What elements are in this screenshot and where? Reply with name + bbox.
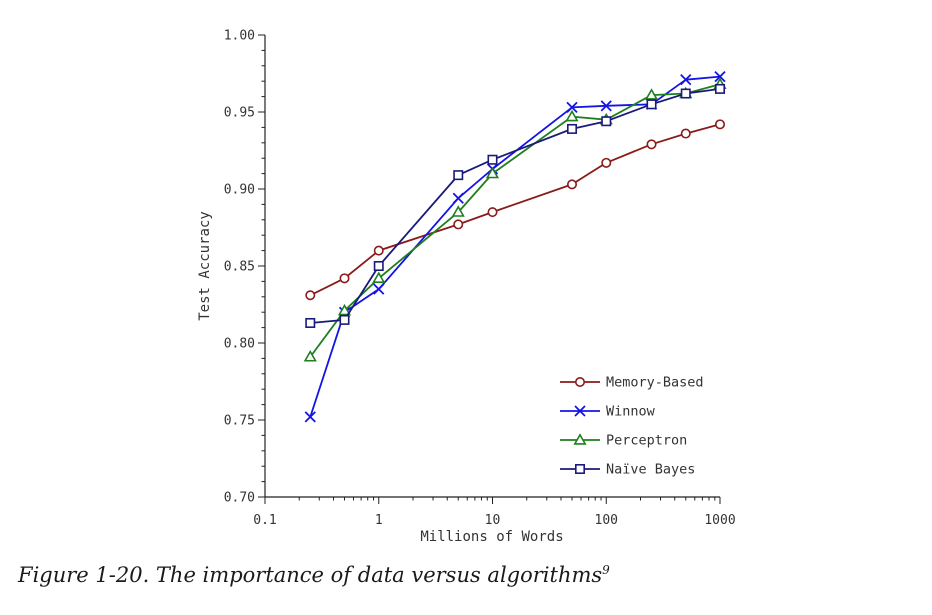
data-point bbox=[680, 74, 692, 86]
series-winnow bbox=[304, 70, 726, 423]
legend-marker bbox=[573, 433, 587, 445]
data-point bbox=[680, 88, 691, 99]
data-point bbox=[680, 128, 691, 139]
data-point bbox=[646, 139, 657, 150]
legend-label: Winnow bbox=[606, 404, 656, 420]
marker-stroke bbox=[714, 70, 726, 83]
data-point bbox=[339, 273, 350, 284]
y-tick-label: 0.70 bbox=[224, 491, 255, 506]
data-point bbox=[337, 303, 352, 316]
data-point bbox=[487, 154, 498, 165]
data-point bbox=[601, 116, 612, 127]
data-point bbox=[453, 219, 464, 230]
data-point bbox=[453, 170, 464, 181]
legend-entry: Perceptron bbox=[560, 433, 687, 449]
x-tick-label: 100 bbox=[595, 513, 618, 528]
legend-entry: Winnow bbox=[560, 404, 656, 420]
x-tick-label: 1000 bbox=[704, 513, 735, 528]
x-tick-label: 0.1 bbox=[253, 513, 276, 528]
data-point bbox=[714, 83, 725, 94]
legend-marker bbox=[574, 463, 585, 474]
marker-stroke bbox=[574, 405, 586, 417]
y-tick-label: 0.85 bbox=[224, 260, 255, 275]
data-point bbox=[373, 283, 385, 295]
series-na-ve-bayes bbox=[305, 83, 725, 328]
data-point bbox=[646, 99, 657, 110]
figure-caption: Figure 1-20. The importance of data vers… bbox=[18, 563, 610, 587]
caption-text: Figure 1-20. The importance of data vers… bbox=[18, 563, 603, 587]
data-point bbox=[485, 166, 500, 179]
data-point bbox=[373, 260, 384, 271]
legend-label: Perceptron bbox=[606, 433, 687, 449]
series-line bbox=[309, 123, 721, 297]
data-point bbox=[566, 101, 578, 114]
data-point bbox=[305, 317, 316, 328]
data-point bbox=[487, 207, 498, 218]
caption-footnote: 9 bbox=[602, 563, 610, 577]
marker-stroke bbox=[452, 192, 464, 204]
data-point bbox=[601, 157, 612, 168]
data-point bbox=[303, 350, 317, 362]
data-point bbox=[373, 245, 384, 256]
x-tick-label: 1 bbox=[375, 513, 383, 528]
legend-label: Naïve Bayes bbox=[606, 462, 695, 478]
series-line bbox=[310, 88, 721, 324]
x-axis-title: Millions of Words bbox=[420, 529, 563, 545]
legend-marker bbox=[574, 376, 585, 387]
legend-label: Memory-Based bbox=[606, 375, 704, 391]
chart-legend: Memory-Based Winnow Perceptron Naïve Bayes bbox=[560, 375, 704, 478]
series-line bbox=[309, 75, 721, 418]
y-axis-title: Test Accuracy bbox=[197, 211, 213, 321]
data-point bbox=[451, 205, 465, 217]
data-point bbox=[565, 109, 579, 122]
marker-stroke bbox=[373, 283, 385, 295]
marker-stroke bbox=[680, 74, 692, 86]
series-perceptron bbox=[303, 77, 727, 362]
data-point bbox=[714, 119, 725, 130]
legend-marker bbox=[574, 405, 586, 417]
data-point bbox=[644, 88, 659, 100]
chart-axes: 0.70 0.75 0.80 0.85 0.90 0.95 1.00 0.1 1 10 100 100… bbox=[224, 29, 736, 529]
data-point bbox=[305, 290, 316, 301]
y-tick-label: 1.00 bbox=[224, 29, 255, 44]
y-tick-label: 0.90 bbox=[224, 183, 255, 198]
data-point bbox=[567, 179, 578, 190]
series-line bbox=[309, 83, 721, 358]
legend-entry: Naïve Bayes bbox=[560, 462, 695, 478]
x-tick-label: 10 bbox=[485, 513, 501, 528]
data-point bbox=[567, 123, 578, 134]
data-point bbox=[304, 411, 316, 423]
y-tick-label: 0.95 bbox=[224, 106, 255, 121]
data-point bbox=[339, 314, 350, 325]
marker-stroke bbox=[600, 100, 612, 112]
y-tick-label: 0.80 bbox=[224, 337, 255, 352]
series-memory-based bbox=[305, 119, 725, 301]
data-point bbox=[600, 100, 612, 112]
line-chart: 0.70 0.75 0.80 0.85 0.90 0.95 1.00 0.1 1 10 100 100… bbox=[197, 29, 736, 546]
data-point bbox=[372, 271, 386, 284]
y-tick-label: 0.75 bbox=[224, 414, 255, 429]
chart-series bbox=[303, 70, 727, 423]
legend-entry: Memory-Based bbox=[560, 375, 704, 391]
data-point bbox=[714, 70, 726, 83]
marker-stroke bbox=[566, 101, 578, 114]
marker-stroke bbox=[304, 411, 316, 423]
data-point bbox=[452, 192, 464, 204]
